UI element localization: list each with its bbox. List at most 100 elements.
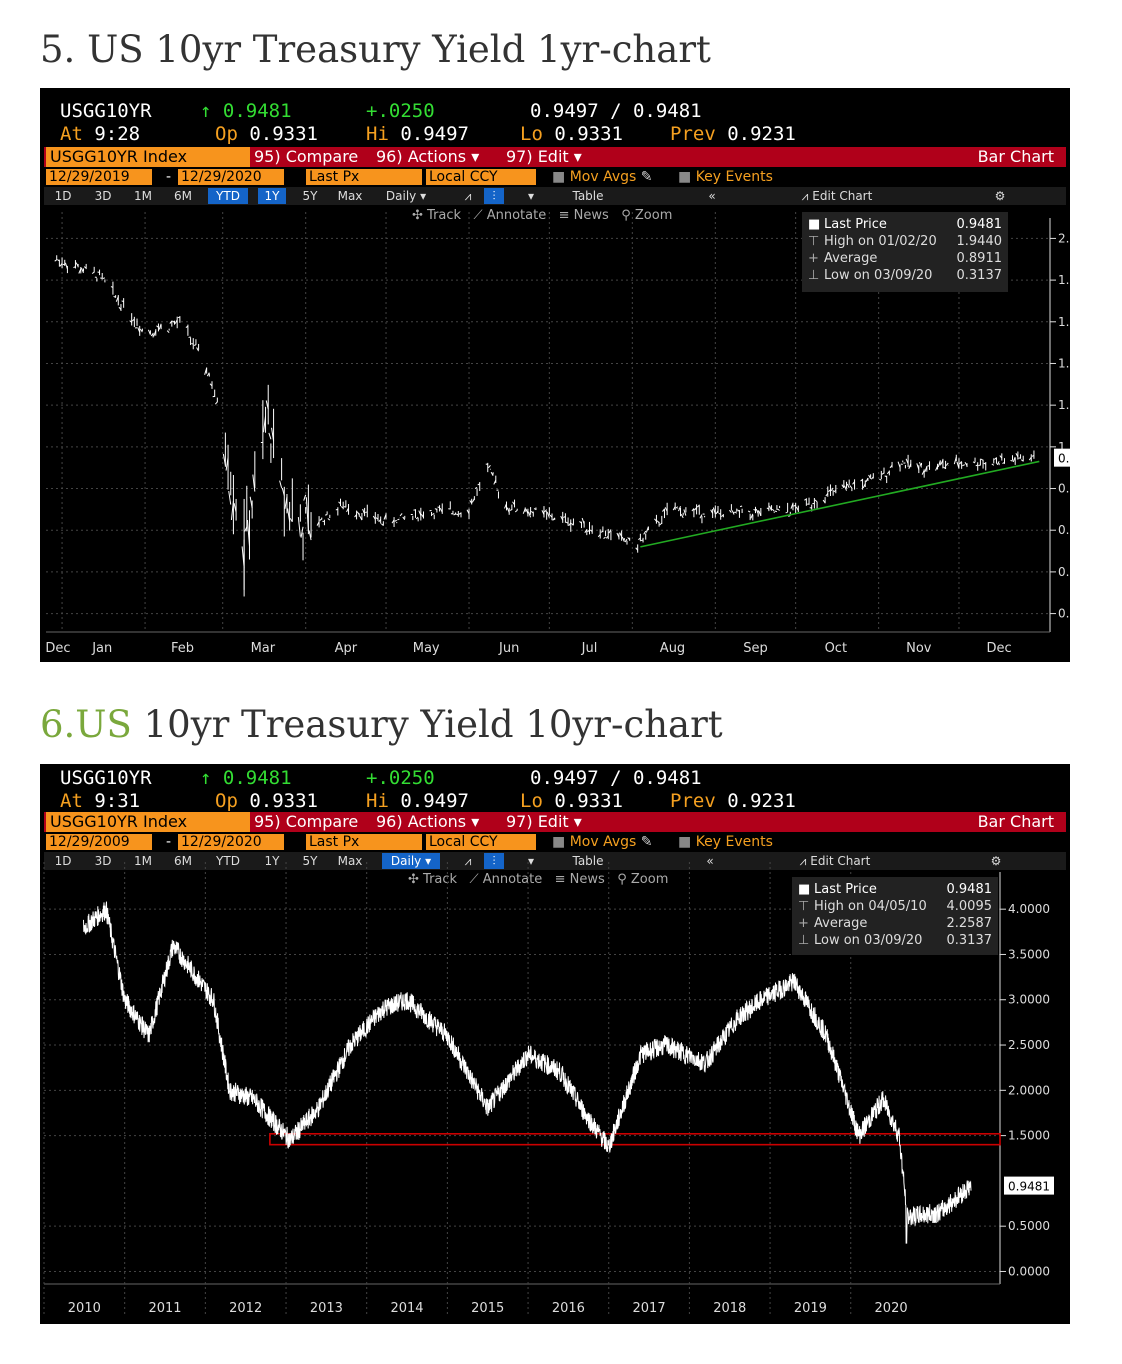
period-button-3d[interactable]: 3D bbox=[88, 188, 118, 204]
at-label: At bbox=[60, 790, 83, 812]
settings-gear-icon[interactable]: ⚙ bbox=[992, 188, 1008, 204]
y-tick-label: 3.0000 bbox=[1008, 993, 1050, 1007]
crosshair-icon: ✣ bbox=[412, 208, 423, 223]
news-tool[interactable]: ≡ News bbox=[555, 872, 605, 887]
section-heading: 10yr Treasury Yield 10yr-chart bbox=[143, 703, 723, 746]
yield-chart-1yr[interactable]: 2.00001.80001.60001.40001.20001.00000.80… bbox=[40, 88, 1070, 662]
chevron-down-icon[interactable]: ▾ bbox=[524, 853, 538, 869]
collapse-icon[interactable]: « bbox=[702, 853, 718, 869]
period-button-ytd[interactable]: YTD bbox=[208, 188, 248, 204]
ohlc-open-tick bbox=[209, 383, 213, 387]
key-events-toggle[interactable]: ■ Key Events bbox=[678, 169, 773, 185]
table-button[interactable]: Table bbox=[560, 188, 616, 204]
field-selector[interactable]: Last Px bbox=[306, 169, 422, 185]
ohlc-open-tick bbox=[1020, 459, 1024, 462]
date-to-field[interactable]: 12/29/2020 bbox=[178, 169, 284, 185]
line-chart-icon[interactable]: ⩘ bbox=[458, 188, 478, 204]
line-chart-icon[interactable]: ⩘ bbox=[458, 853, 478, 869]
period-button-6m[interactable]: 6M bbox=[168, 853, 198, 869]
period-button-1m[interactable]: 1M bbox=[128, 188, 158, 204]
field-selector[interactable]: Last Px bbox=[306, 834, 422, 850]
ohlc-open-tick bbox=[908, 463, 912, 470]
bar-chart-icon[interactable]: ⫶ bbox=[484, 853, 504, 869]
ohlc-open-tick bbox=[731, 510, 735, 515]
y-tick-label: 1.6000 bbox=[1058, 315, 1070, 329]
track-tool[interactable]: ✣ Track bbox=[408, 872, 457, 887]
edit-chart-label: Edit Chart bbox=[810, 854, 871, 868]
period-button-6m[interactable]: 6M bbox=[168, 188, 198, 204]
ohlc-open-tick bbox=[469, 500, 473, 504]
mov-avgs-toggle[interactable]: ■ Mov Avgs ✎ bbox=[552, 169, 652, 185]
yield-chart-10yr[interactable]: 4.0000 3.5000 3.0000 2.5000 2.0000 1.5000 0.50… bbox=[40, 764, 1070, 1324]
zoom-tool[interactable]: ⚲ Zoom bbox=[617, 872, 668, 887]
ohlc-open-tick bbox=[696, 504, 700, 508]
ohlc-open-tick bbox=[252, 474, 256, 492]
x-tick-label: 2017 bbox=[633, 1301, 666, 1316]
yield-line bbox=[83, 901, 972, 1244]
date-to-field[interactable]: 12/29/2020 bbox=[178, 834, 284, 850]
period-button-1d[interactable]: 1D bbox=[48, 853, 78, 869]
ohlc-open-tick bbox=[488, 465, 491, 469]
ohlc-open-tick bbox=[533, 508, 537, 510]
low-marker-icon: ⊥ bbox=[808, 268, 820, 283]
ohlc-open-tick bbox=[115, 296, 119, 302]
period-button-1d[interactable]: 1D bbox=[48, 188, 78, 204]
period-button-1y[interactable]: 1Y bbox=[258, 853, 286, 869]
news-tool[interactable]: ≡ News bbox=[559, 208, 609, 223]
date-from-field[interactable]: 12/29/2019 bbox=[46, 169, 152, 185]
last-price-value: 0.9481 bbox=[222, 100, 292, 122]
currency-selector[interactable]: Local CCY bbox=[426, 169, 536, 185]
bar-chart-icon[interactable]: ⫶ bbox=[484, 188, 504, 204]
zoom-tool[interactable]: ⚲ Zoom bbox=[621, 208, 672, 223]
security-input[interactable]: USGG10YR Index bbox=[46, 147, 250, 167]
actions-button[interactable]: 96) Actions ▾ bbox=[376, 147, 480, 167]
ohlc-open-tick bbox=[466, 509, 470, 514]
ohlc-open-tick bbox=[643, 530, 647, 535]
legend-value: 4.0095 bbox=[946, 899, 993, 914]
annotate-tool[interactable]: ⟋ Annotate bbox=[469, 872, 542, 887]
annotate-tool[interactable]: ⟋ Annotate bbox=[473, 208, 546, 223]
period-button-max[interactable]: Max bbox=[332, 188, 368, 204]
key-events-toggle[interactable]: ■ Key Events bbox=[678, 834, 773, 850]
table-button[interactable]: Table bbox=[560, 853, 616, 869]
settings-gear-icon[interactable]: ⚙ bbox=[988, 853, 1004, 869]
period-button-5y[interactable]: 5Y bbox=[296, 853, 324, 869]
edit-chart-button[interactable]: ⩘ Edit Chart bbox=[780, 853, 890, 869]
period-button-1y[interactable]: 1Y bbox=[258, 188, 286, 204]
ohlc-open-tick bbox=[132, 318, 135, 322]
key-events-label: Key Events bbox=[695, 169, 773, 185]
period-button-max[interactable]: Max bbox=[332, 853, 368, 869]
collapse-icon[interactable]: « bbox=[704, 188, 720, 204]
ohlc-open-tick bbox=[879, 478, 882, 481]
security-input[interactable]: USGG10YR Index bbox=[46, 812, 250, 832]
period-button-ytd[interactable]: YTD bbox=[208, 853, 248, 869]
ohlc-open-tick bbox=[712, 507, 716, 514]
chevron-down-icon[interactable]: ▾ bbox=[524, 188, 538, 204]
ohlc-open-tick bbox=[683, 509, 687, 516]
mov-avgs-toggle[interactable]: ■ Mov Avgs ✎ bbox=[552, 834, 652, 850]
frequency-selector[interactable]: Daily ▾ bbox=[382, 853, 440, 869]
edit-button[interactable]: 97) Edit ▾ bbox=[506, 147, 582, 167]
edit-button[interactable]: 97) Edit ▾ bbox=[506, 812, 582, 832]
date-from-field[interactable]: 12/29/2009 bbox=[46, 834, 152, 850]
edit-chart-button[interactable]: ⩘ Edit Chart bbox=[782, 188, 892, 204]
compare-button[interactable]: 95) Compare bbox=[254, 812, 359, 832]
frequency-selector[interactable]: Daily ▾ bbox=[382, 188, 430, 204]
prev-label: Prev bbox=[670, 123, 716, 145]
period-button-3d[interactable]: 3D bbox=[88, 853, 118, 869]
support-band bbox=[269, 1132, 1001, 1146]
legend-label: Last Price bbox=[824, 217, 887, 232]
ohlc-open-tick bbox=[73, 266, 76, 269]
ohlc-open-tick bbox=[675, 506, 679, 509]
ohlc-open-tick bbox=[680, 514, 684, 519]
period-button-1m[interactable]: 1M bbox=[128, 853, 158, 869]
currency-selector[interactable]: Local CCY bbox=[426, 834, 536, 850]
actions-button[interactable]: 96) Actions ▾ bbox=[376, 812, 480, 832]
compare-button[interactable]: 95) Compare bbox=[254, 147, 359, 167]
x-tick-label: Aug bbox=[660, 641, 685, 656]
checkbox-icon: ■ bbox=[552, 169, 566, 185]
track-tool[interactable]: ✣ Track bbox=[412, 208, 461, 223]
period-button-5y[interactable]: 5Y bbox=[296, 188, 324, 204]
chart-tools: ✣ Track ⟋ Annotate ≡ News ⚲ Zoom bbox=[412, 208, 672, 223]
ohlc-open-tick bbox=[378, 519, 382, 523]
